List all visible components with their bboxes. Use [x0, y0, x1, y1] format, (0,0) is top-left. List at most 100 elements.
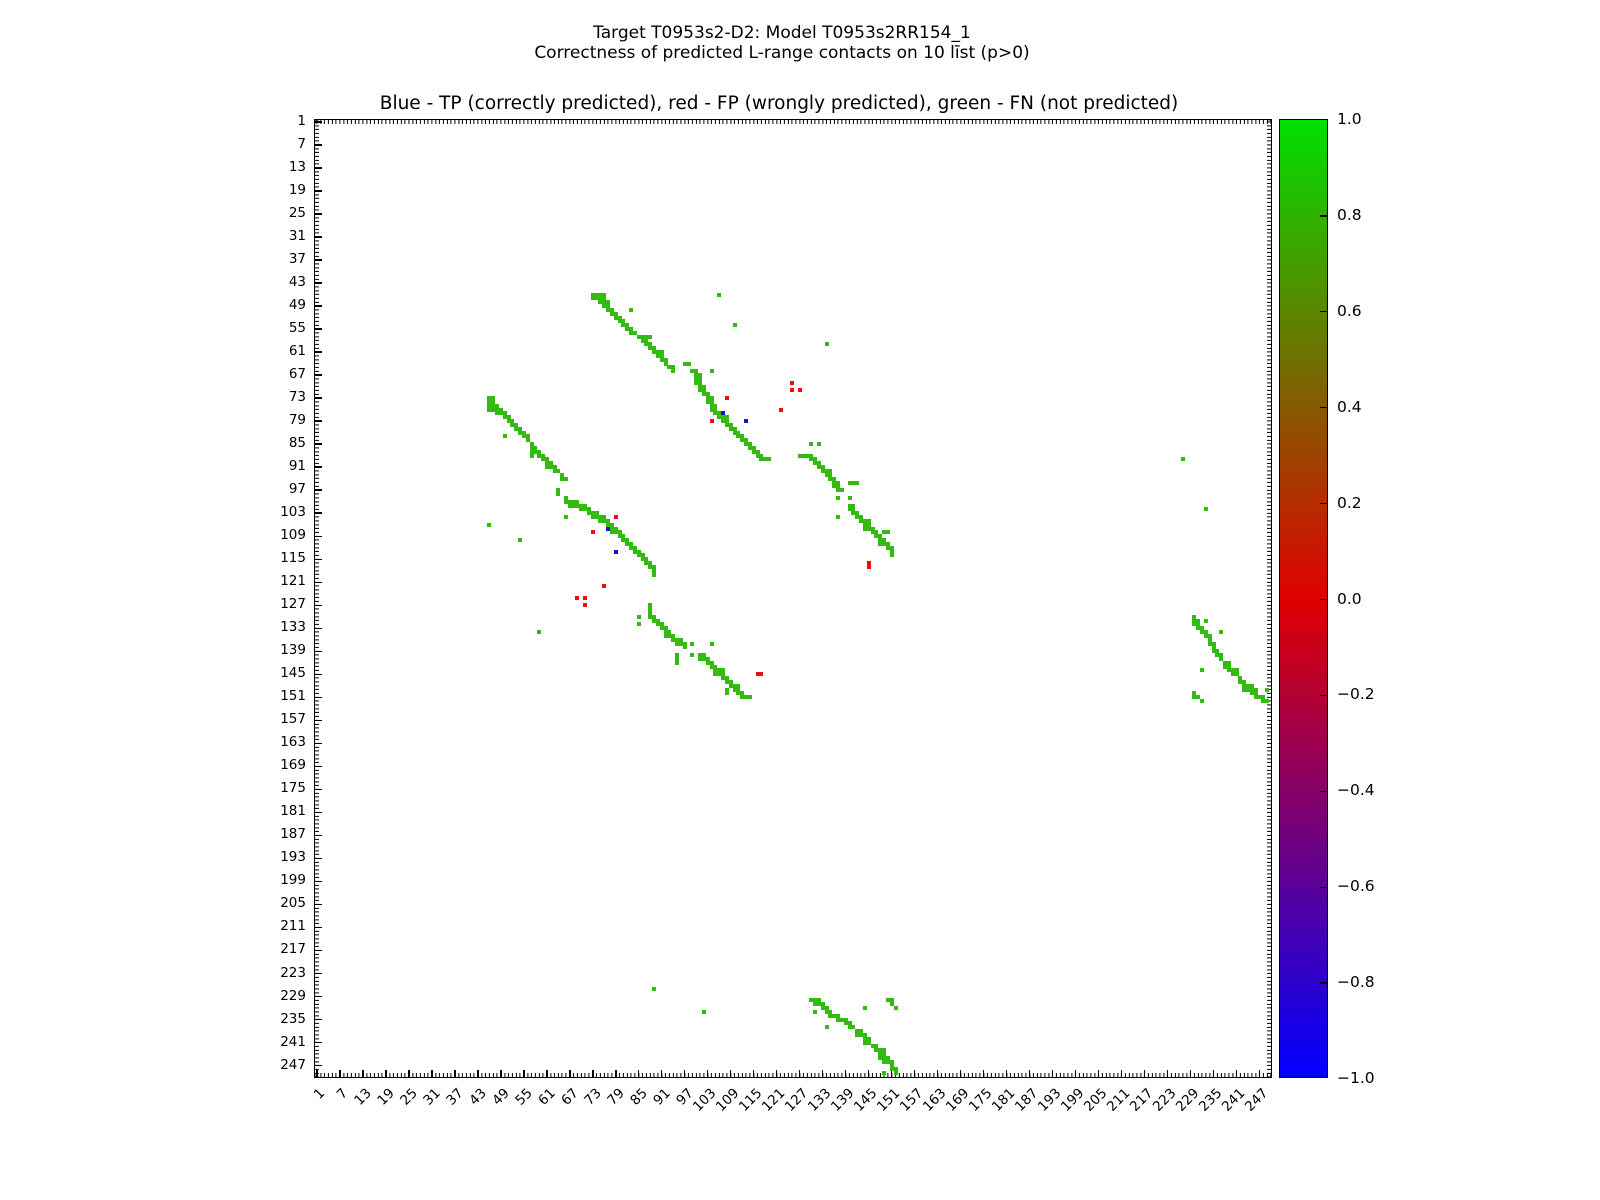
fn-contact-cell	[617, 534, 622, 539]
fn-contact-cell	[609, 307, 614, 312]
fn-contact-cell	[828, 1013, 833, 1018]
fn-contact-cell	[824, 468, 829, 473]
fn-contact-cell	[609, 311, 614, 316]
fn-contact-cell	[862, 1032, 867, 1037]
fn-contact-cell	[889, 549, 894, 554]
fn-contact-cell	[613, 315, 618, 320]
fn-contact-cell	[701, 392, 706, 397]
fn-contact-cell	[629, 541, 634, 546]
fn-contact-cell	[740, 438, 745, 443]
y-tick-label: 211	[280, 918, 306, 935]
fn-contact-cell	[759, 457, 764, 462]
y-tick-label: 139	[280, 642, 306, 659]
fn-contact-cell	[832, 480, 837, 485]
fn-contact-cell	[839, 488, 844, 493]
y-major-tick	[315, 995, 322, 998]
fn-contact-cell	[851, 507, 856, 512]
fn-contact-cell	[732, 426, 737, 431]
x-major-tick	[661, 1070, 663, 1077]
fn-contact-cell	[866, 1036, 871, 1041]
fn-contact-cell	[862, 522, 867, 527]
fn-contact-cell	[885, 998, 890, 1003]
fn-contact-cell	[659, 357, 664, 362]
fn-contact-cell	[836, 515, 841, 520]
fn-contact-cell	[590, 292, 595, 297]
fn-contact-cell	[613, 526, 618, 531]
fn-contact-cell	[698, 388, 703, 393]
fp-contact-cell	[724, 396, 729, 401]
fn-contact-cell	[544, 465, 549, 470]
fn-contact-cell	[567, 499, 572, 504]
fn-contact-cell	[606, 522, 611, 527]
colorbar-tick-label: −1.0	[1337, 1069, 1375, 1087]
fn-contact-cell	[874, 530, 879, 535]
fn-contact-cell	[893, 1067, 898, 1072]
x-tick-label: 79	[603, 1085, 628, 1109]
x-tick-label: 49	[488, 1085, 513, 1109]
fn-contact-cell	[563, 476, 568, 481]
fn-contact-cell	[598, 300, 603, 305]
fn-contact-cell	[1226, 668, 1231, 673]
fn-contact-cell	[705, 656, 710, 661]
colorbar-tick-label: −0.2	[1337, 685, 1375, 704]
fn-contact-cell	[1246, 683, 1251, 688]
fn-contact-cell	[836, 1017, 841, 1022]
fn-contact-cell	[560, 472, 565, 477]
x-major-tick	[753, 1070, 755, 1077]
fn-contact-cell	[487, 407, 492, 412]
fn-contact-cell	[495, 411, 500, 416]
tp-contact-cell	[721, 411, 726, 416]
fn-contact-cell	[544, 461, 549, 466]
colorbar-tick-label: 0.6	[1337, 301, 1362, 320]
fn-contact-cell	[663, 633, 668, 638]
fn-contact-cell	[717, 292, 722, 297]
fn-contact-cell	[816, 465, 821, 470]
fn-contact-cell	[579, 503, 584, 508]
x-major-tick	[546, 1070, 548, 1077]
fn-contact-cell	[606, 518, 611, 523]
fn-contact-cell	[1200, 699, 1205, 704]
fn-contact-cell	[602, 300, 607, 305]
fn-contact-cell	[525, 434, 530, 439]
fn-contact-cell	[537, 453, 542, 458]
fp-contact-cell	[590, 530, 595, 535]
y-major-tick	[315, 1018, 322, 1021]
fn-contact-cell	[613, 311, 618, 316]
fn-contact-cell	[617, 315, 622, 320]
fn-contact-cell	[889, 545, 894, 550]
fn-contact-cell	[640, 553, 645, 558]
fn-contact-cell	[1200, 626, 1205, 631]
y-tick-label: 49	[288, 297, 306, 314]
fn-contact-cell	[1226, 664, 1231, 669]
fn-contact-cell	[847, 1025, 852, 1030]
fn-contact-cell	[648, 342, 653, 347]
fn-contact-cell	[866, 1040, 871, 1045]
fn-contact-cell	[828, 1009, 833, 1014]
fn-contact-cell	[644, 338, 649, 343]
fn-contact-cell	[682, 641, 687, 646]
fn-contact-cell	[816, 442, 821, 447]
fp-contact-cell	[709, 419, 714, 424]
fn-contact-cell	[648, 564, 653, 569]
colorbar-tick-label: −0.6	[1337, 877, 1375, 896]
x-major-tick	[1235, 1070, 1238, 1077]
fn-contact-cell	[889, 553, 894, 558]
fn-contact-cell	[882, 541, 887, 546]
fn-contact-cell	[816, 1002, 821, 1007]
y-tick-label: 25	[288, 204, 306, 221]
fn-contact-cell	[751, 449, 756, 454]
fn-contact-cell	[487, 403, 492, 408]
fn-contact-cell	[855, 480, 860, 485]
minor-ticks-top	[315, 120, 1271, 124]
fn-contact-cell	[636, 622, 641, 627]
y-tick-label: 235	[280, 1010, 306, 1027]
fn-contact-cell	[736, 430, 741, 435]
y-tick-label: 19	[288, 181, 306, 198]
fn-contact-cell	[675, 653, 680, 658]
fn-contact-cell	[671, 365, 676, 370]
fn-contact-cell	[1223, 660, 1228, 665]
fn-contact-cell	[506, 419, 511, 424]
fn-contact-cell	[640, 334, 645, 339]
fp-contact-cell	[755, 672, 760, 677]
